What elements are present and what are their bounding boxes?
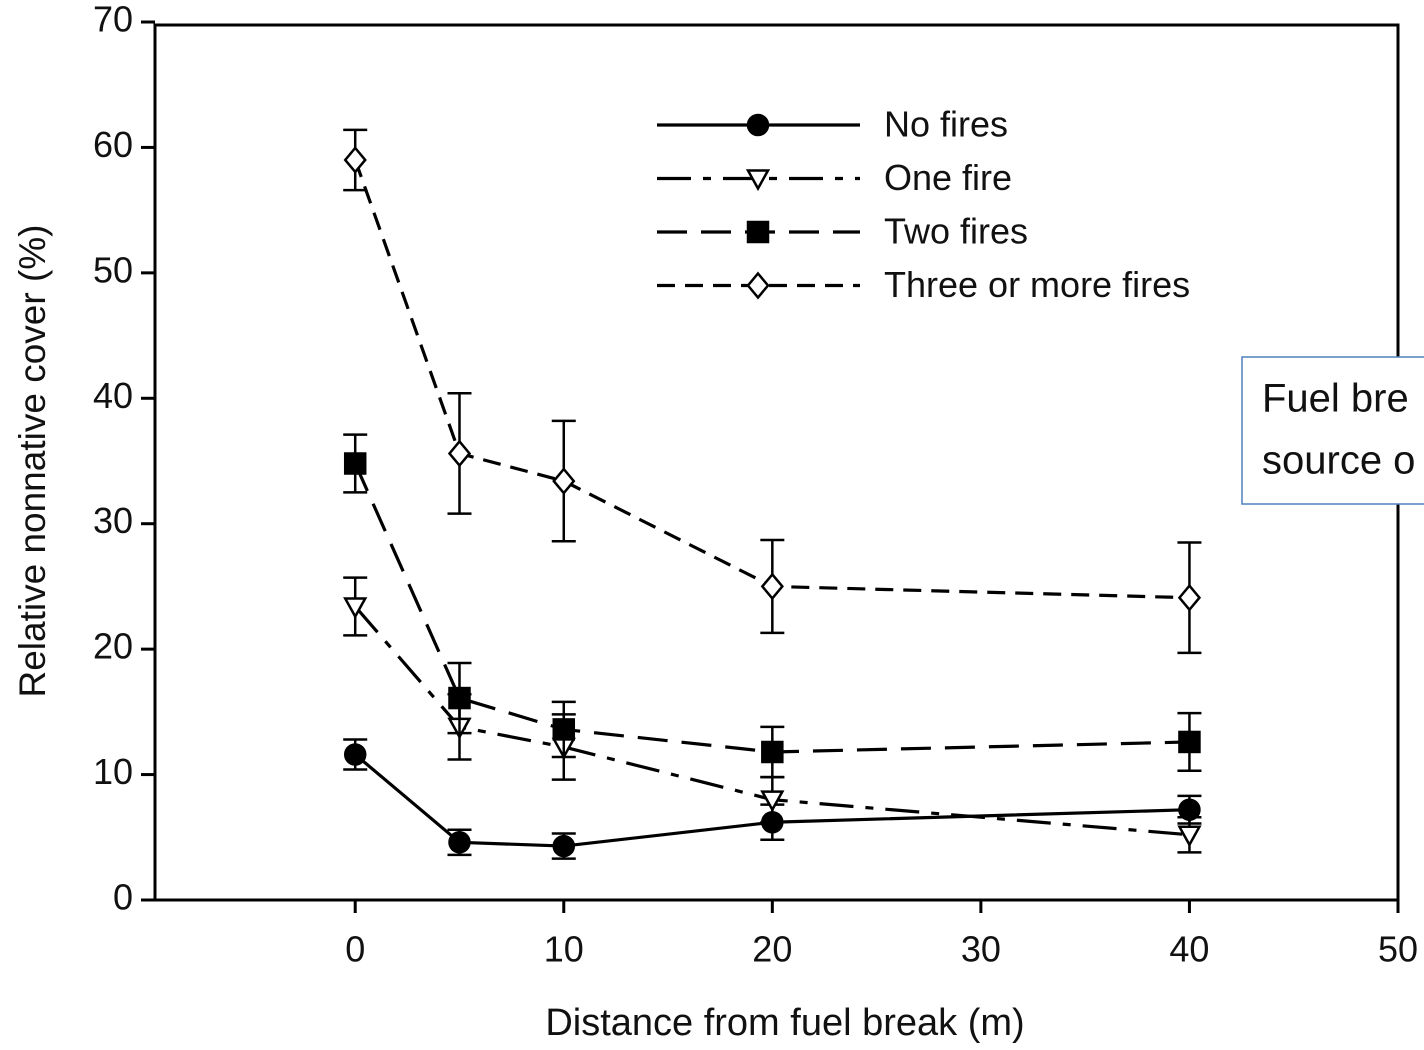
marker — [760, 572, 784, 601]
legend-label: One fire — [884, 157, 1012, 198]
marker — [746, 271, 770, 300]
x-tick-label: 30 — [961, 929, 1001, 970]
y-axis-label: Relative nonnative cover (%) — [12, 225, 53, 698]
plot-frame — [153, 23, 1400, 902]
legend-label: No fires — [884, 104, 1008, 145]
annotation-text: source o — [1262, 439, 1415, 483]
y-tick-label: 0 — [113, 877, 133, 918]
marker — [343, 452, 367, 475]
marker — [343, 743, 367, 766]
series-line — [353, 159, 1190, 600]
marker — [448, 686, 471, 710]
marker — [343, 597, 368, 620]
marker — [1178, 730, 1201, 754]
legend-label: Three or more fires — [884, 264, 1190, 305]
y-tick-label: 70 — [93, 0, 133, 40]
legend-label: Two fires — [884, 211, 1028, 252]
x-tick-label: 0 — [345, 929, 365, 970]
x-tick-label: 10 — [544, 929, 584, 970]
y-tick-label: 10 — [93, 751, 133, 792]
x-tick-label: 40 — [1169, 929, 1209, 970]
marker — [761, 740, 784, 764]
y-tick-label: 30 — [93, 500, 133, 541]
y-tick-label: 40 — [93, 375, 133, 416]
marker — [746, 220, 770, 244]
marker — [343, 146, 367, 174]
marker — [1177, 583, 1202, 612]
x-axis-label: Distance from fuel break (m) — [545, 1002, 1024, 1044]
marker — [552, 834, 576, 858]
marker — [1177, 825, 1202, 848]
marker — [447, 439, 472, 468]
x-tick-label: 50 — [1378, 929, 1418, 970]
annotation-text: Fuel bre — [1262, 377, 1409, 421]
marker — [552, 718, 576, 741]
marker — [552, 467, 576, 496]
y-tick-label: 20 — [93, 626, 133, 667]
marker — [448, 831, 471, 854]
y-tick-label: 60 — [93, 124, 133, 165]
y-tick-label: 50 — [93, 249, 133, 290]
marker — [745, 169, 771, 192]
marker — [760, 790, 785, 813]
x-tick-label: 20 — [752, 929, 792, 970]
marker — [746, 113, 770, 137]
annotation-box — [1241, 356, 1424, 505]
